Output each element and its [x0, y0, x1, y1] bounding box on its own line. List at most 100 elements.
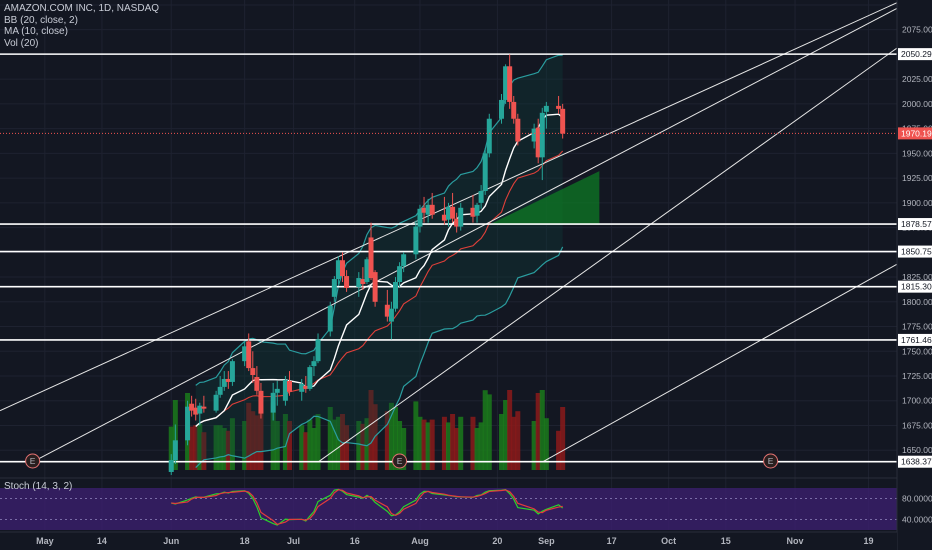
- earnings-marker-label: E: [768, 456, 774, 466]
- price-tick-label: 2025.00: [902, 74, 932, 84]
- volume-bar: [360, 423, 366, 470]
- earnings-marker: [392, 453, 408, 469]
- candle-body: [368, 237, 374, 279]
- legend-symbol[interactable]: AMAZON.COM INC, 1D, NASDAQ: [4, 3, 160, 14]
- legend-bollinger-bands[interactable]: BB (20, close, 2): [4, 14, 78, 26]
- candle-body: [470, 207, 476, 217]
- volume-bar: [311, 428, 317, 470]
- stoch-d-line: [171, 489, 563, 525]
- volume-bar: [368, 390, 374, 470]
- time-tick-label: 16: [350, 536, 360, 546]
- volume-bar: [511, 416, 517, 470]
- volume-bar: [189, 426, 195, 470]
- legend-stochastic[interactable]: Stoch (14, 3, 2): [4, 481, 73, 492]
- candle-body: [388, 308, 394, 322]
- volume-bar: [450, 414, 456, 470]
- trend-line: [542, 263, 898, 463]
- stoch-tick-label: 40.0000: [902, 515, 932, 525]
- candle-body: [225, 378, 231, 382]
- level-badge-label: 1878.57: [901, 219, 932, 229]
- volume-bar: [246, 402, 252, 470]
- candle-body: [425, 204, 431, 215]
- volume-bar: [335, 416, 341, 470]
- candle-body: [185, 406, 191, 441]
- volume-bar: [225, 430, 231, 470]
- candle-body: [478, 190, 484, 203]
- volume-bar: [388, 402, 394, 470]
- volume-bar: [221, 428, 227, 470]
- target-zone: [489, 171, 600, 225]
- volume-bar: [327, 407, 333, 470]
- stoch-k-line: [171, 488, 564, 526]
- legend-moving-average[interactable]: MA (10, close): [4, 26, 68, 37]
- volume-bar: [482, 390, 488, 470]
- candle-body: [392, 282, 398, 309]
- candle-body: [454, 218, 460, 227]
- level-badge-label: 2050.29: [901, 49, 932, 59]
- volume-bar: [425, 422, 431, 470]
- volume-bar: [384, 411, 390, 470]
- time-tick-label: Aug: [411, 536, 429, 546]
- candle-body: [344, 276, 350, 288]
- candle-body: [331, 279, 337, 297]
- candle-body: [193, 407, 199, 415]
- volume-bar: [286, 421, 292, 470]
- price-tick-label: 2000.00: [902, 99, 932, 109]
- candle-body: [384, 304, 390, 317]
- volume-bar: [274, 421, 280, 470]
- time-tick-label: 14: [97, 536, 107, 546]
- time-tick-label: 18: [240, 536, 250, 546]
- candle-body: [531, 128, 537, 142]
- price-tick-label: 1800.00: [902, 297, 932, 307]
- bollinger-lower: [195, 246, 564, 468]
- volume-bar: [270, 402, 276, 470]
- candle-body: [168, 460, 174, 472]
- time-tick-label: Jul: [287, 536, 300, 546]
- level-badge-label: 1850.75: [901, 247, 932, 257]
- price-tick-label: 1700.00: [902, 396, 932, 406]
- volume-bar: [446, 422, 451, 470]
- time-tick-label: 19: [863, 536, 873, 546]
- candle-body: [282, 379, 288, 401]
- candle-body: [274, 388, 280, 393]
- volume-bar: [339, 414, 345, 470]
- volume-bar: [531, 421, 537, 470]
- volume-bar: [421, 419, 427, 470]
- candle-body: [270, 392, 276, 413]
- legend-volume[interactable]: Vol (20): [4, 37, 39, 49]
- volume-bar: [356, 421, 362, 470]
- level-badge-label: 1815.30: [901, 282, 932, 292]
- volume-bar: [397, 421, 403, 470]
- volume-bar: [556, 430, 562, 470]
- bollinger-fill: [195, 55, 563, 468]
- time-tick-label: Jun: [163, 536, 179, 546]
- trend-line: [317, 24, 930, 463]
- candle-body: [246, 341, 252, 369]
- level-badge: [898, 455, 932, 468]
- volume-bar: [515, 411, 521, 470]
- stochastic-pane: [0, 488, 897, 530]
- volume-bar: [560, 407, 566, 470]
- volume-bar: [474, 428, 480, 470]
- candle-body: [311, 361, 317, 367]
- candle-body: [458, 207, 464, 227]
- earnings-marker: [25, 453, 41, 469]
- volume-bar: [213, 425, 219, 470]
- candlestick-series: [168, 54, 566, 475]
- bollinger-bands: [195, 54, 564, 468]
- candle-body: [450, 206, 456, 219]
- volume-bar: [441, 416, 447, 470]
- level-badge: [898, 245, 932, 258]
- candle-body: [250, 368, 256, 376]
- earnings-marker-label: E: [30, 456, 36, 466]
- candle-body: [421, 207, 427, 213]
- candle-body: [543, 105, 549, 112]
- volume-bar: [242, 421, 248, 470]
- price-tick-label: 1900.00: [902, 198, 932, 208]
- level-badge-label: 1638.37: [901, 457, 932, 467]
- candle-body: [303, 385, 309, 389]
- bollinger-basis: [195, 150, 564, 427]
- chart-legend: AMAZON.COM INC, 1D, NASDAQ BB (20, close…: [4, 3, 159, 49]
